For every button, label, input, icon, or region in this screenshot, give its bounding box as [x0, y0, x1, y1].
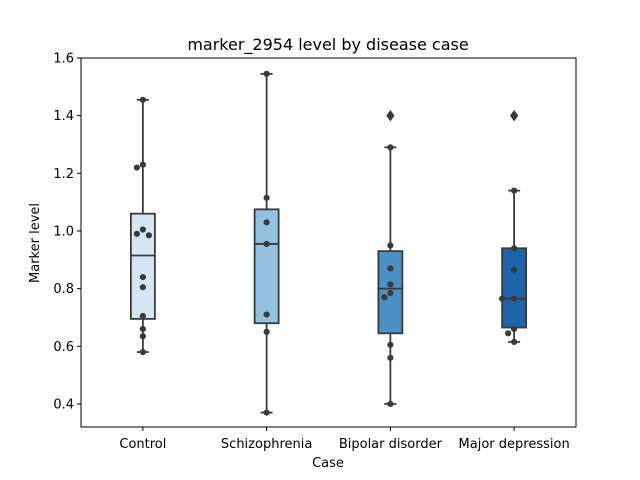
y-tick-label: 0.8: [53, 282, 74, 297]
box-group-major-depression: [501, 109, 528, 343]
iqr-box: [501, 247, 528, 329]
iqr-box: [253, 208, 280, 325]
data-point: [263, 311, 270, 318]
y-tick-label: 0.6: [53, 340, 74, 355]
data-point: [387, 354, 394, 361]
y-tick-label: 0.4: [53, 397, 74, 412]
data-point: [511, 325, 518, 333]
data-point: [139, 96, 146, 103]
data-point: [505, 330, 512, 337]
data-point: [499, 295, 506, 302]
data-point: [139, 333, 146, 340]
data-point: [387, 400, 394, 408]
data-point: [263, 70, 270, 77]
data-point: [511, 295, 518, 302]
data-point: [511, 338, 518, 346]
data-point: [133, 230, 140, 237]
data-point: [387, 242, 394, 249]
data-point: [139, 226, 146, 233]
y-axis-title: Marker level: [28, 203, 43, 283]
data-point: [381, 294, 388, 301]
x-tick-label: Schizophrenia: [221, 437, 312, 452]
data-point: [133, 164, 140, 171]
points-schizophrenia: [263, 70, 270, 416]
plot-layer: 0.4 0.6 0.8 1.0 1.2 1.4 1.6 Control Schizophreni…: [53, 52, 577, 452]
x-tick-label: Major depression: [459, 437, 570, 452]
data-point: [263, 194, 270, 201]
data-point: [387, 265, 394, 272]
data-point: [139, 161, 146, 168]
data-point: [139, 273, 146, 281]
x-axis-title: Case: [312, 456, 344, 471]
data-point: [511, 187, 518, 194]
y-tick-label: 1.2: [53, 167, 74, 182]
data-point: [263, 328, 270, 335]
chart-title: marker_2954 level by disease case: [187, 35, 468, 55]
data-point: [139, 312, 146, 320]
y-tick-label: 1.0: [53, 224, 74, 239]
y-tick-label: 1.4: [53, 109, 74, 124]
points-major-depression: [499, 112, 518, 346]
box-group-schizophrenia: [253, 72, 280, 414]
data-point: [387, 341, 394, 348]
data-point: [511, 112, 518, 119]
points-bipolar-disorder: [381, 112, 394, 408]
data-point: [263, 409, 270, 416]
points-control: [133, 96, 152, 356]
data-point: [139, 284, 146, 291]
data-point: [387, 112, 394, 119]
data-point: [387, 281, 394, 288]
data-point: [387, 289, 394, 297]
data-point: [139, 325, 146, 333]
plot-frame: [80, 57, 577, 428]
data-point: [139, 348, 146, 356]
x-tick-label: Bipolar disorder: [339, 437, 443, 452]
data-point: [511, 245, 518, 252]
data-point: [145, 232, 152, 239]
data-point: [263, 219, 270, 226]
data-point: [263, 240, 270, 248]
data-point: [387, 144, 394, 151]
x-tick-label: Control: [119, 437, 166, 452]
y-tick-label: 1.6: [53, 52, 74, 67]
data-point: [511, 266, 518, 273]
